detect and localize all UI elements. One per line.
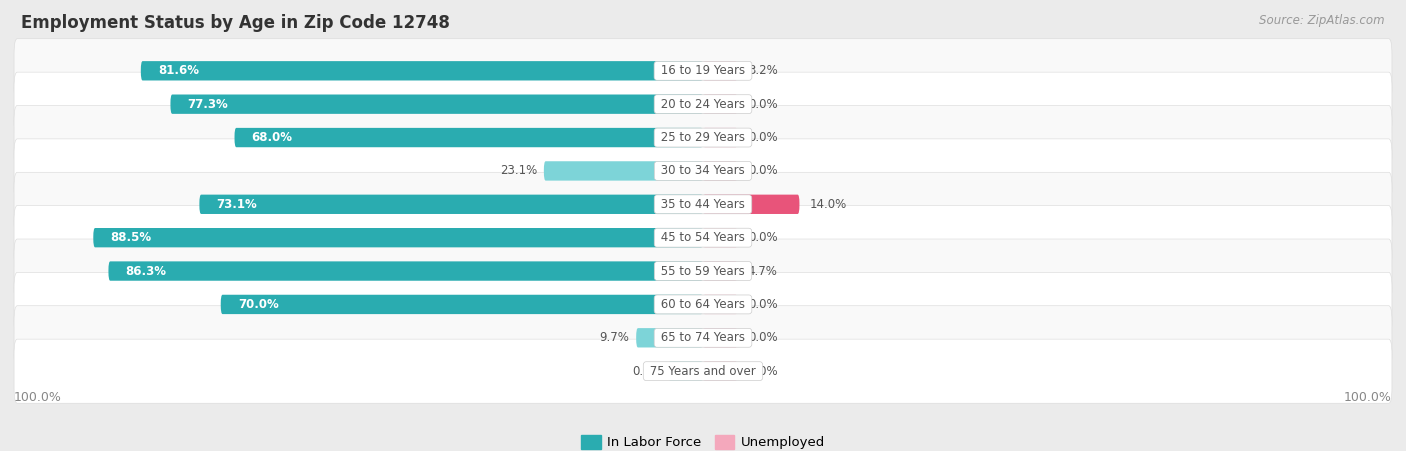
Text: 77.3%: 77.3% <box>187 98 228 110</box>
Text: 3.2%: 3.2% <box>748 64 778 77</box>
FancyBboxPatch shape <box>170 95 703 114</box>
Text: 35 to 44 Years: 35 to 44 Years <box>657 198 749 211</box>
FancyBboxPatch shape <box>703 295 738 314</box>
Text: 100.0%: 100.0% <box>1344 391 1392 404</box>
FancyBboxPatch shape <box>14 172 1392 236</box>
FancyBboxPatch shape <box>14 39 1392 103</box>
Text: 0.0%: 0.0% <box>748 165 778 177</box>
FancyBboxPatch shape <box>669 362 703 381</box>
FancyBboxPatch shape <box>703 128 738 147</box>
Text: 23.1%: 23.1% <box>499 165 537 177</box>
FancyBboxPatch shape <box>703 262 738 281</box>
Text: 65 to 74 Years: 65 to 74 Years <box>657 331 749 344</box>
Text: 0.0%: 0.0% <box>633 365 662 377</box>
Text: 30 to 34 Years: 30 to 34 Years <box>657 165 749 177</box>
Text: 4.7%: 4.7% <box>748 265 778 277</box>
FancyBboxPatch shape <box>703 61 738 80</box>
FancyBboxPatch shape <box>703 228 738 247</box>
FancyBboxPatch shape <box>200 195 703 214</box>
FancyBboxPatch shape <box>221 295 703 314</box>
FancyBboxPatch shape <box>636 328 703 347</box>
FancyBboxPatch shape <box>93 228 703 247</box>
Text: Source: ZipAtlas.com: Source: ZipAtlas.com <box>1260 14 1385 27</box>
Text: 14.0%: 14.0% <box>810 198 846 211</box>
FancyBboxPatch shape <box>703 161 738 180</box>
Text: 0.0%: 0.0% <box>748 365 778 377</box>
Text: 81.6%: 81.6% <box>157 64 200 77</box>
Text: 70.0%: 70.0% <box>238 298 278 311</box>
Text: 88.5%: 88.5% <box>111 231 152 244</box>
FancyBboxPatch shape <box>703 328 738 347</box>
Text: 0.0%: 0.0% <box>748 231 778 244</box>
Text: 60 to 64 Years: 60 to 64 Years <box>657 298 749 311</box>
Text: 0.0%: 0.0% <box>748 298 778 311</box>
Text: 100.0%: 100.0% <box>14 391 62 404</box>
Text: 0.0%: 0.0% <box>748 331 778 344</box>
FancyBboxPatch shape <box>14 339 1392 403</box>
FancyBboxPatch shape <box>14 106 1392 170</box>
FancyBboxPatch shape <box>703 195 800 214</box>
FancyBboxPatch shape <box>141 61 703 80</box>
Text: 25 to 29 Years: 25 to 29 Years <box>657 131 749 144</box>
Text: 0.0%: 0.0% <box>748 131 778 144</box>
Text: 75 Years and over: 75 Years and over <box>647 365 759 377</box>
Text: 16 to 19 Years: 16 to 19 Years <box>657 64 749 77</box>
Text: 9.7%: 9.7% <box>599 331 630 344</box>
Text: Employment Status by Age in Zip Code 12748: Employment Status by Age in Zip Code 127… <box>21 14 450 32</box>
FancyBboxPatch shape <box>14 72 1392 136</box>
FancyBboxPatch shape <box>14 239 1392 303</box>
Text: 68.0%: 68.0% <box>252 131 292 144</box>
FancyBboxPatch shape <box>703 95 738 114</box>
FancyBboxPatch shape <box>14 139 1392 203</box>
Legend: In Labor Force, Unemployed: In Labor Force, Unemployed <box>575 430 831 451</box>
Text: 73.1%: 73.1% <box>217 198 257 211</box>
FancyBboxPatch shape <box>235 128 703 147</box>
FancyBboxPatch shape <box>14 306 1392 370</box>
FancyBboxPatch shape <box>14 206 1392 270</box>
Text: 55 to 59 Years: 55 to 59 Years <box>657 265 749 277</box>
FancyBboxPatch shape <box>14 272 1392 336</box>
Text: 86.3%: 86.3% <box>125 265 167 277</box>
FancyBboxPatch shape <box>544 161 703 180</box>
Text: 20 to 24 Years: 20 to 24 Years <box>657 98 749 110</box>
FancyBboxPatch shape <box>108 262 703 281</box>
Text: 0.0%: 0.0% <box>748 98 778 110</box>
FancyBboxPatch shape <box>703 362 738 381</box>
Text: 45 to 54 Years: 45 to 54 Years <box>657 231 749 244</box>
